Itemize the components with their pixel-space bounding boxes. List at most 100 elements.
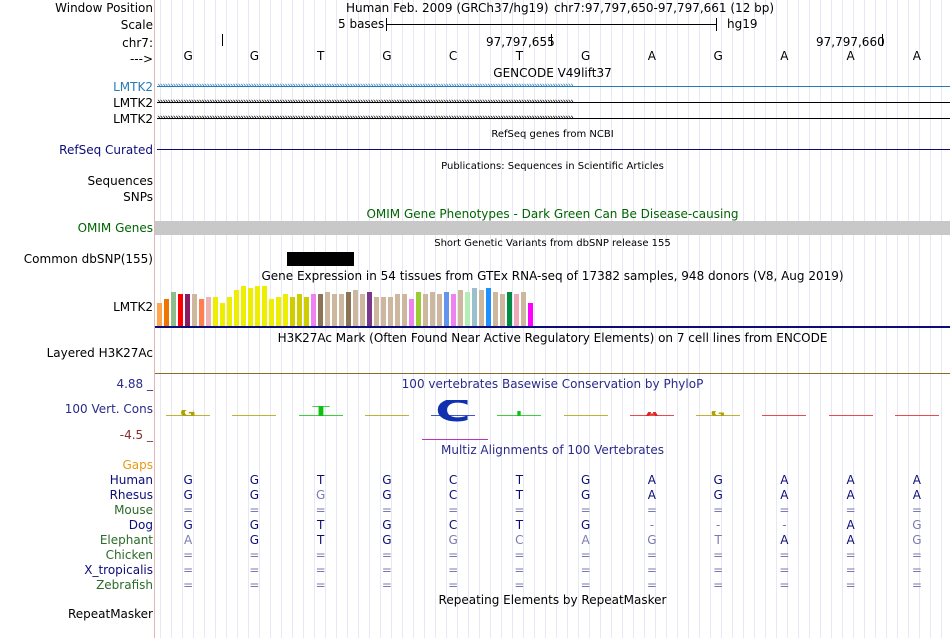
gtex-tissue-bar[interactable]: [367, 292, 372, 326]
conservation-title[interactable]: 100 vertebrates Basewise Conservation by…: [401, 377, 704, 391]
species-label[interactable]: Chicken: [105, 548, 153, 562]
gtex-tissue-bar[interactable]: [290, 297, 295, 326]
gtex-tissue-bar[interactable]: [374, 297, 379, 326]
gtex-tissue-bar[interactable]: [402, 294, 407, 326]
gtex-tissue-bar[interactable]: [311, 294, 316, 326]
gtex-tissue-bar[interactable]: [185, 294, 190, 326]
publications-sequences-label[interactable]: Sequences: [87, 174, 153, 188]
gtex-tissue-bar[interactable]: [493, 292, 498, 326]
gtex-tissue-bar[interactable]: [332, 294, 337, 326]
gtex-tissue-bar[interactable]: [276, 297, 281, 326]
gtex-tissue-bar[interactable]: [444, 292, 449, 326]
gencode-transcript-feature[interactable]: [157, 86, 950, 87]
gtex-tissue-bar[interactable]: [318, 294, 323, 326]
gencode-transcript-feature[interactable]: [157, 118, 950, 119]
gtex-tissue-bar[interactable]: [262, 286, 267, 326]
repeatmasker-label[interactable]: RepeatMasker: [67, 607, 153, 621]
gtex-tissue-bar[interactable]: [220, 303, 225, 326]
omim-feature-bar[interactable]: [155, 221, 950, 235]
h3k27ac-label[interactable]: Layered H3K27Ac: [46, 346, 153, 360]
gtex-tissue-bar[interactable]: [171, 292, 176, 326]
gtex-tissue-bar[interactable]: [409, 299, 414, 326]
gtex-tissue-bar[interactable]: [472, 288, 477, 326]
gtex-tissue-bar[interactable]: [164, 299, 169, 326]
conservation-logo-letter[interactable]: T: [311, 406, 330, 416]
gencode-title[interactable]: GENCODE V49lift37: [493, 66, 612, 80]
gtex-tissue-bar[interactable]: [206, 297, 211, 326]
dbsnp-label[interactable]: Common dbSNP(155): [23, 252, 153, 266]
species-label[interactable]: Dog: [128, 518, 153, 532]
gtex-tissue-bar[interactable]: [199, 299, 204, 326]
gaps-label[interactable]: Gaps: [122, 458, 153, 472]
gtex-tissue-bar[interactable]: [234, 290, 239, 326]
gtex-tissue-bar[interactable]: [388, 297, 393, 326]
species-label[interactable]: Elephant: [99, 533, 153, 547]
gtex-bar-graph[interactable]: [157, 284, 537, 326]
gencode-transcript-label[interactable]: LMTK2: [113, 80, 153, 94]
gencode-transcript-feature[interactable]: [157, 102, 950, 103]
gtex-tissue-bar[interactable]: [360, 294, 365, 326]
conservation-score[interactable]: [696, 415, 741, 416]
gtex-tissue-bar[interactable]: [157, 303, 162, 326]
gtex-tissue-bar[interactable]: [500, 294, 505, 326]
species-label[interactable]: X_tropicalis: [84, 563, 153, 577]
conservation-logo-letter[interactable]: G: [153, 410, 223, 416]
gtex-label[interactable]: LMTK2: [113, 300, 153, 314]
conservation-score[interactable]: [828, 415, 873, 416]
gtex-tissue-bar[interactable]: [297, 294, 302, 326]
gtex-tissue-bar[interactable]: [479, 290, 484, 326]
conservation-logo-letter[interactable]: G: [683, 411, 753, 416]
gtex-tissue-bar[interactable]: [213, 297, 218, 326]
gtex-tissue-bar[interactable]: [304, 297, 309, 326]
gtex-tissue-bar[interactable]: [507, 292, 512, 326]
gtex-tissue-bar[interactable]: [339, 294, 344, 326]
multiz-title[interactable]: Multiz Alignments of 100 Vertebrates: [440, 443, 665, 457]
refseq-feature[interactable]: [157, 149, 950, 150]
gtex-tissue-bar[interactable]: [269, 299, 274, 326]
conservation-label[interactable]: 100 Vert. Cons: [64, 402, 153, 416]
omim-title[interactable]: OMIM Gene Phenotypes - Dark Green Can Be…: [366, 207, 739, 221]
gtex-tissue-bar[interactable]: [381, 297, 386, 326]
gtex-tissue-bar[interactable]: [437, 294, 442, 326]
gencode-transcript-label[interactable]: LMTK2: [113, 96, 153, 110]
gtex-tissue-bar[interactable]: [451, 294, 456, 326]
gencode-transcript-label[interactable]: LMTK2: [113, 112, 153, 126]
dbsnp-variant[interactable]: [287, 252, 354, 266]
species-label[interactable]: Rhesus: [109, 488, 153, 502]
gtex-tissue-bar[interactable]: [423, 294, 428, 326]
conservation-score[interactable]: [629, 415, 674, 416]
conservation-logo-letter[interactable]: C: [435, 400, 471, 424]
gtex-tissue-bar[interactable]: [255, 286, 260, 326]
species-label[interactable]: Human: [109, 473, 153, 487]
conservation-score[interactable]: [166, 415, 211, 416]
gtex-tissue-bar[interactable]: [192, 294, 197, 326]
omim-label[interactable]: OMIM Genes: [77, 221, 153, 235]
species-label[interactable]: Zebrafish: [96, 578, 153, 592]
refseq-title[interactable]: RefSeq genes from NCBI: [491, 129, 614, 140]
conservation-score[interactable]: [298, 415, 343, 416]
conservation-score[interactable]: [232, 415, 277, 416]
gtex-tissue-bar[interactable]: [430, 292, 435, 326]
gtex-tissue-bar[interactable]: [486, 288, 491, 326]
conservation-score[interactable]: [894, 415, 939, 416]
refseq-label[interactable]: RefSeq Curated: [59, 143, 153, 157]
gtex-tissue-bar[interactable]: [325, 292, 330, 326]
gtex-tissue-bar[interactable]: [465, 292, 470, 326]
publications-title[interactable]: Publications: Sequences in Scientific Ar…: [441, 161, 664, 172]
conservation-score[interactable]: [431, 415, 476, 416]
gtex-tissue-bar[interactable]: [346, 292, 351, 326]
gtex-tissue-bar[interactable]: [521, 292, 526, 326]
dbsnp-title[interactable]: Short Genetic Variants from dbSNP releas…: [434, 238, 671, 249]
gtex-tissue-bar[interactable]: [458, 290, 463, 326]
conservation-logo-track[interactable]: GTCTAG: [155, 400, 950, 442]
publications-snps-label[interactable]: SNPs: [123, 190, 153, 204]
gtex-tissue-bar[interactable]: [241, 286, 246, 326]
conservation-logo-letter[interactable]: T: [484, 411, 554, 416]
conservation-logo-letter[interactable]: A: [617, 412, 687, 416]
gtex-title[interactable]: Gene Expression in 54 tissues from GTEx …: [261, 269, 844, 283]
gtex-tissue-bar[interactable]: [395, 294, 400, 326]
repeatmasker-title[interactable]: Repeating Elements by RepeatMasker: [438, 593, 667, 607]
gtex-tissue-bar[interactable]: [178, 294, 183, 326]
species-label[interactable]: Mouse: [114, 503, 153, 517]
gtex-tissue-bar[interactable]: [416, 292, 421, 326]
